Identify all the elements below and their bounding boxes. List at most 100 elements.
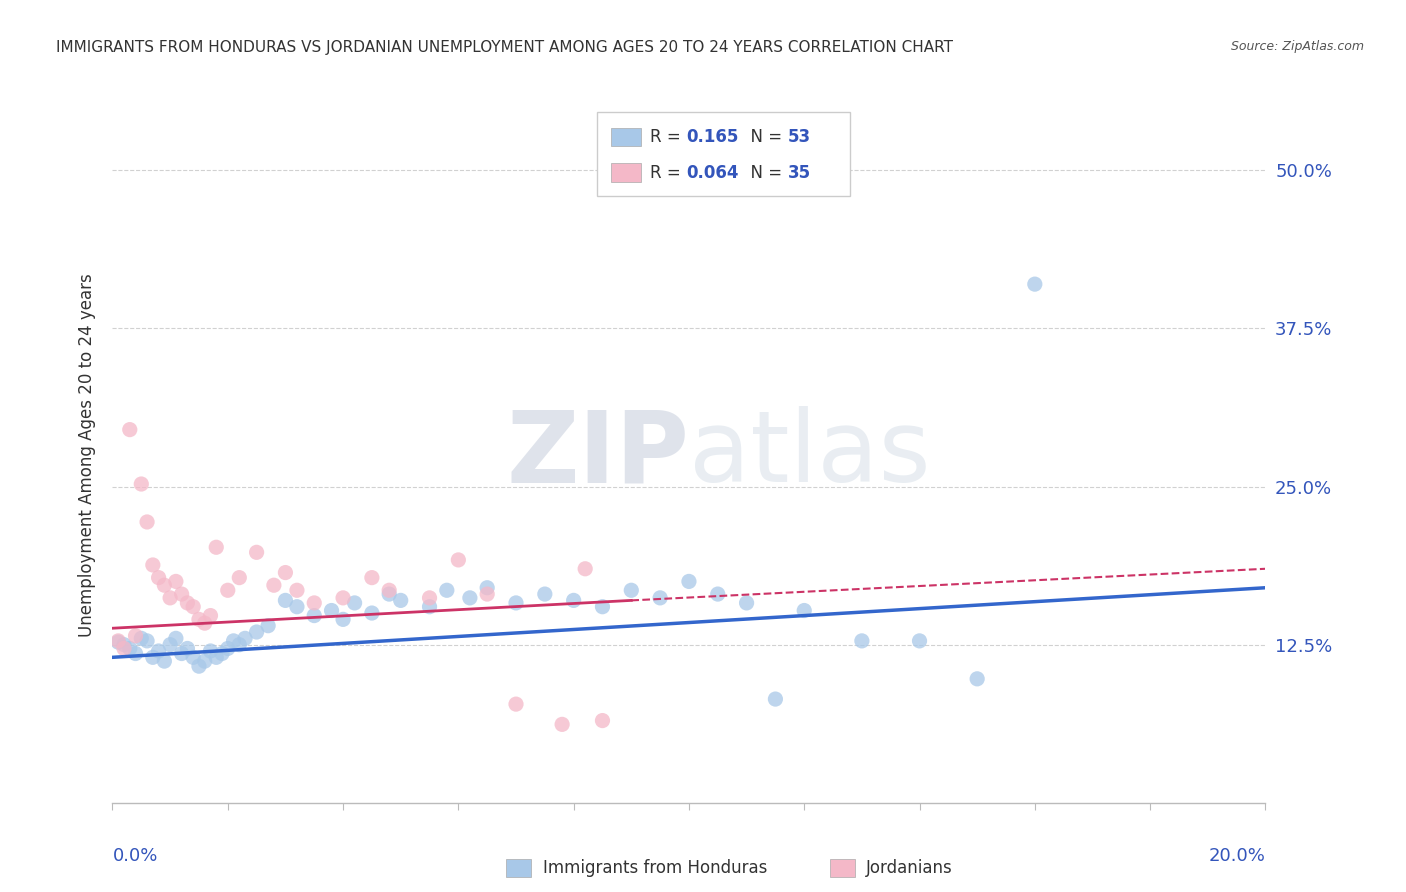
Point (136, 633, 159, 648)
Text: ZIP: ZIP (506, 407, 689, 503)
Point (118, 423, 141, 437)
Text: atlas: atlas (689, 407, 931, 503)
Point (211, 647, 233, 661)
Text: 0.165: 0.165 (686, 128, 738, 146)
Point (165, 632, 187, 646)
Point (274, 593, 297, 607)
Point (107, 633, 129, 648)
Point (148, 644, 170, 658)
Point (360, 606, 382, 620)
Point (908, 633, 931, 648)
Point (475, 581, 499, 595)
Point (142, 650, 165, 665)
Point (181, 650, 204, 665)
Point (205, 650, 228, 665)
Point (851, 633, 873, 648)
Point (159, 638, 181, 652)
Point (246, 545, 269, 559)
Text: Source: ZipAtlas.com: Source: ZipAtlas.com (1230, 40, 1364, 54)
Text: 0.0%: 0.0% (112, 847, 157, 864)
Point (188, 612, 211, 626)
Point (343, 596, 366, 610)
Point (562, 593, 585, 607)
Text: Jordanians: Jordanians (866, 859, 953, 877)
Point (181, 599, 204, 614)
Point (505, 596, 527, 610)
Point (378, 587, 401, 601)
Point (148, 571, 170, 585)
Text: 0.064: 0.064 (686, 163, 738, 181)
Point (389, 593, 412, 607)
Point (458, 591, 481, 605)
Point (304, 608, 326, 623)
Point (136, 515, 159, 529)
Point (735, 596, 758, 610)
Point (217, 583, 239, 598)
Point (285, 599, 308, 614)
Point (678, 574, 700, 589)
Point (274, 566, 297, 580)
Point (592, 714, 614, 728)
Point (142, 558, 165, 572)
Point (170, 647, 193, 661)
Point (112, 638, 135, 652)
Point (124, 629, 146, 643)
Point (159, 591, 181, 605)
Text: N =: N = (740, 163, 787, 181)
Point (176, 596, 198, 610)
Point (228, 638, 250, 652)
Point (419, 599, 441, 614)
Point (707, 587, 730, 601)
Point (534, 587, 557, 601)
Point (200, 644, 222, 658)
Y-axis label: Unemployment Among Ages 20 to 24 years: Unemployment Among Ages 20 to 24 years (77, 273, 96, 637)
Point (200, 608, 222, 623)
Point (332, 612, 354, 626)
Point (620, 583, 643, 598)
Point (650, 591, 672, 605)
Point (419, 591, 441, 605)
Point (285, 583, 308, 598)
Point (378, 583, 401, 598)
Point (475, 587, 499, 601)
Point (217, 641, 239, 656)
Point (321, 603, 343, 617)
Point (505, 697, 527, 711)
Point (793, 603, 815, 617)
Point (263, 578, 285, 592)
Text: Immigrants from Honduras: Immigrants from Honduras (543, 859, 768, 877)
Point (194, 616, 217, 631)
Point (436, 583, 458, 598)
Point (205, 541, 228, 555)
Point (360, 571, 382, 585)
Point (332, 591, 354, 605)
Point (233, 632, 256, 646)
Text: IMMIGRANTS FROM HONDURAS VS JORDANIAN UNEMPLOYMENT AMONG AGES 20 TO 24 YEARS COR: IMMIGRANTS FROM HONDURAS VS JORDANIAN UN… (56, 40, 953, 55)
Text: R =: R = (650, 128, 686, 146)
Text: R =: R = (650, 163, 686, 181)
Point (176, 641, 198, 656)
Point (129, 632, 153, 646)
Point (551, 717, 574, 731)
Point (574, 562, 596, 576)
Point (124, 647, 146, 661)
Point (194, 654, 217, 668)
Point (112, 641, 135, 656)
Point (118, 641, 141, 656)
Point (153, 654, 176, 668)
Point (966, 672, 988, 686)
Point (188, 659, 211, 673)
Point (257, 618, 280, 632)
Point (107, 635, 129, 649)
Text: 53: 53 (787, 128, 810, 146)
Point (246, 625, 269, 640)
Point (1024, 277, 1046, 292)
Point (765, 692, 787, 706)
Point (228, 571, 250, 585)
Point (129, 477, 153, 491)
Point (153, 578, 176, 592)
Text: 20.0%: 20.0% (1209, 847, 1265, 864)
Point (222, 633, 245, 648)
Point (447, 553, 470, 567)
Point (304, 596, 326, 610)
